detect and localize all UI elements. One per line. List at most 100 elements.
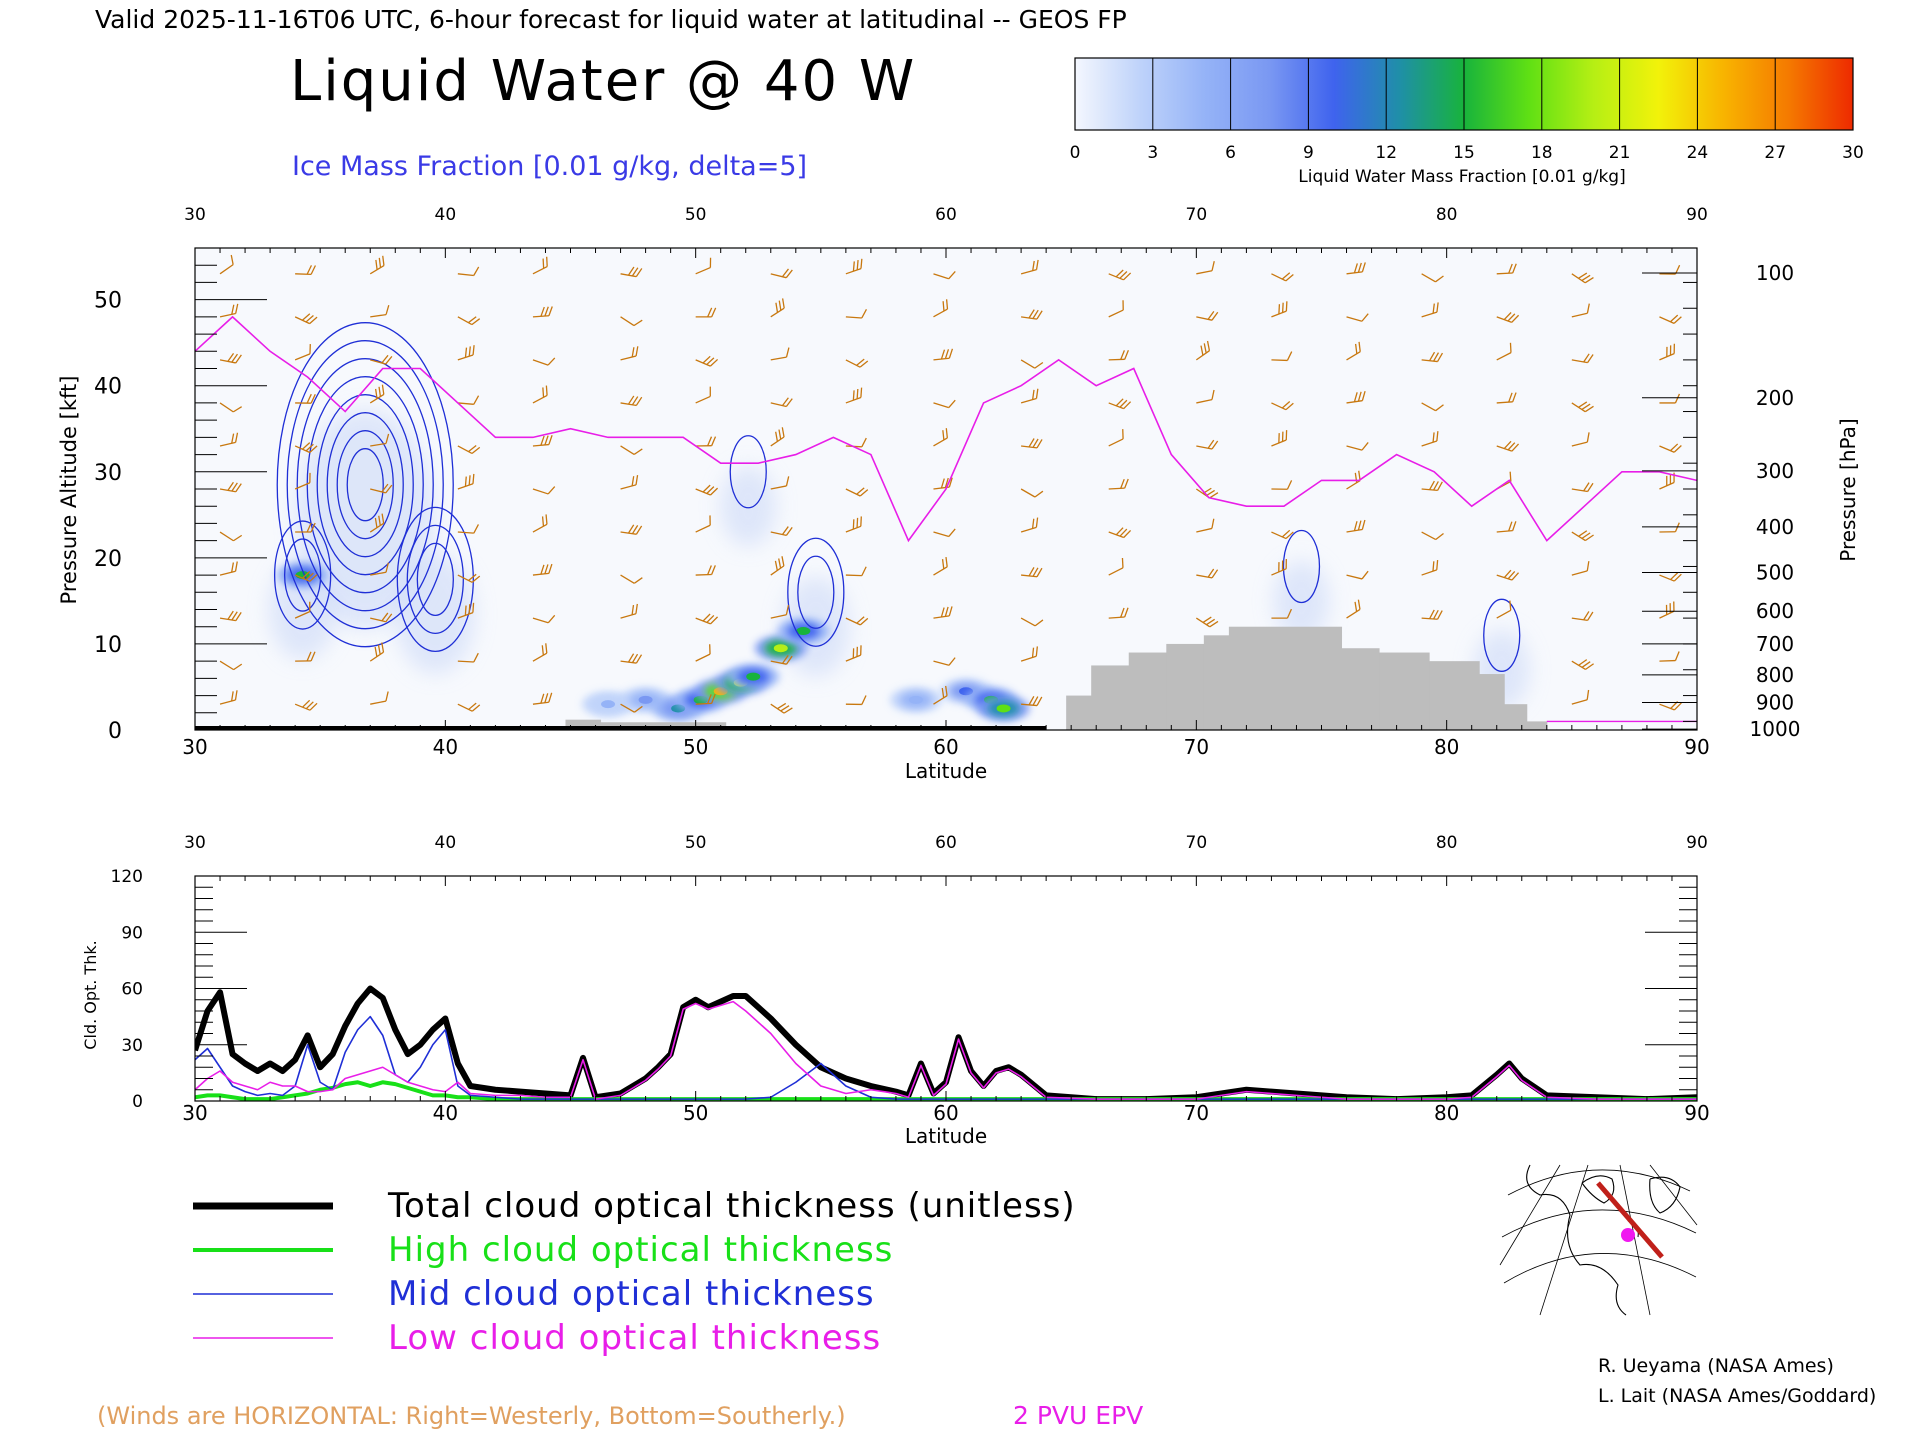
wind-barb [219,690,238,705]
ice-contour-ring [306,376,424,594]
wind-barb [695,515,711,533]
top-y-tick-label: 30 [94,461,122,486]
wind-barb [1571,611,1594,621]
wind-barb [845,358,869,368]
series-line-low [195,1000,1697,1100]
colorbar-tick-label: 6 [1225,143,1236,163]
top-axes: 3030404050506060707080809090010203040501… [94,205,1800,759]
top-ylabel-left: Pressure Altitude [kft] [57,376,81,605]
wind-barb [1421,431,1439,447]
wind-barb [620,524,643,535]
wind-barb [1659,472,1675,490]
wind-barb [1271,401,1294,411]
wind-barb [219,531,243,542]
bottom-x-tick-label: 40 [433,1101,458,1125]
wind-barb [1659,443,1682,453]
top-x-tick-label-upper: 70 [1186,205,1208,225]
wind-barb [1496,312,1520,323]
wind-barb [695,484,719,496]
bottom-ylabel: Cld. Opt. Thk. [81,940,100,1049]
inset-map [1499,1164,1698,1316]
wind-barb [532,256,548,275]
liquid-water-core [773,644,788,653]
ice-contour-ring [406,524,464,635]
credit-line-1: R. Ueyama (NASA Ames) [1598,1355,1834,1377]
wind-barb [1195,616,1219,628]
wind-barb [1271,608,1293,619]
terrain-block [1128,652,1167,730]
top-y-tick-label: 20 [94,547,122,572]
wind-barb [532,357,556,366]
wind-barb [457,445,481,455]
wind-barb [695,257,712,275]
bottom-y-tick-label: 120 [111,867,143,887]
ice-contour-ring [1282,529,1321,604]
chart-subtitle: Ice Mass Fraction [0.01 g/kg, delta=5] [292,151,807,182]
top-x-tick-label: 30 [182,735,207,759]
legend-label: Low cloud optical thickness [388,1318,881,1358]
wind-barb [1571,482,1594,493]
wind-barb [845,645,862,662]
bottom-x-tick-label: 70 [1184,1101,1209,1125]
wind-barb [845,516,862,533]
wind-barb [620,475,639,490]
wind-barb [219,481,242,493]
wind-barb [1108,269,1132,281]
ice-contour-ring [787,537,845,647]
top-p-tick-label: 200 [1756,386,1794,410]
wind-barb [1108,398,1132,410]
colorbar-tick-label: 21 [1609,143,1631,163]
colorbar: 0 3 6 9 12 15 18 21 24 27 30 [1070,57,1864,163]
epv-line [195,315,1697,723]
top-p-tick-label: 700 [1756,632,1794,656]
wind-barb [1271,351,1293,362]
wind-barb [1571,401,1594,413]
top-x-tick-label-upper: 80 [1436,205,1458,225]
top-x-tick-label: 70 [1184,735,1209,759]
wind-barb [532,614,556,624]
bottom-y-tick-label: 0 [132,1092,143,1112]
wind-barb [620,266,643,278]
wind-barb [294,472,311,490]
wind-barb [1346,391,1366,404]
terrain-block [1341,648,1380,730]
colorbar-tick-label: 0 [1070,143,1081,163]
wind-barb [532,692,553,705]
colorbar-tick-label: 15 [1453,143,1475,163]
terrain-mask [565,626,1548,730]
top-p-tick-label: 300 [1756,459,1794,483]
wind-barb [1021,567,1043,578]
colorbar-tick-label: 18 [1531,143,1553,163]
liquid-water-core [638,695,653,704]
bottom-x-tick-label-upper: 70 [1186,833,1208,853]
wind-barb [845,387,863,404]
wind-barb [770,476,790,490]
wind-barb [532,385,548,404]
terrain-block [1203,635,1230,730]
top-x-tick-label: 40 [433,735,458,759]
wind-barb [1271,529,1294,540]
wind-barb [933,271,956,280]
wind-barb [219,303,239,318]
wind-barb [219,254,234,275]
wind-barb [1020,359,1044,369]
wind-barb [1020,517,1039,533]
wind-barb [1271,558,1287,576]
wind-barb [219,561,238,576]
wind-barb [620,395,643,407]
terrain-block [1479,674,1505,730]
wind-barb [1571,272,1594,284]
wind-barb [294,699,318,711]
wind-barb [1571,530,1594,542]
wind-barb [1196,518,1215,533]
wind-barb [1021,438,1043,449]
terrain-block [1379,652,1430,730]
wind-barb [370,691,389,705]
wind-barb [770,605,790,619]
wind-barb [1659,651,1680,662]
wind-barb [532,435,553,447]
ice-contour-ring [326,412,404,558]
top-p-tick-label: 500 [1756,560,1794,584]
wind-barb [933,685,948,705]
top-y-tick-label: 10 [94,633,122,658]
